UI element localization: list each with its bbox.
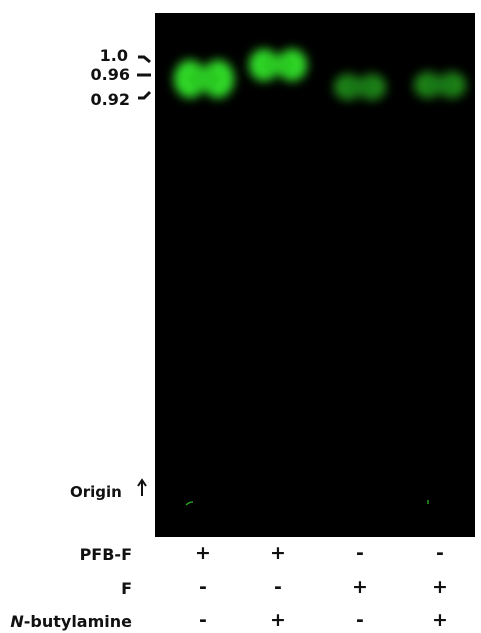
condition-sign: + <box>263 611 293 629</box>
figure: 1.0 0.96 0.92 Origin PFB-F + + - - F - - + + N-but… <box>0 0 481 633</box>
condition-sign: - <box>188 611 218 629</box>
condition-label: N-butylamine <box>0 613 132 631</box>
origin-label: Origin <box>70 483 122 501</box>
condition-sign: + <box>263 544 293 562</box>
rf-label: 1.0 <box>68 47 128 65</box>
condition-sign: + <box>425 578 455 596</box>
condition-sign: + <box>425 611 455 629</box>
condition-label: PFB-F <box>0 546 132 564</box>
rf-marker <box>138 57 150 62</box>
condition-sign: - <box>345 611 375 629</box>
condition-label: F <box>0 580 132 598</box>
rf-marker <box>138 92 150 98</box>
condition-sign: - <box>425 544 455 562</box>
rf-label: 0.96 <box>70 66 130 84</box>
condition-sign: - <box>188 578 218 596</box>
rf-label: 0.92 <box>70 91 130 109</box>
condition-sign: - <box>345 544 375 562</box>
condition-sign: + <box>345 578 375 596</box>
origin-arrow <box>138 480 146 496</box>
condition-sign: - <box>263 578 293 596</box>
condition-sign: + <box>188 544 218 562</box>
